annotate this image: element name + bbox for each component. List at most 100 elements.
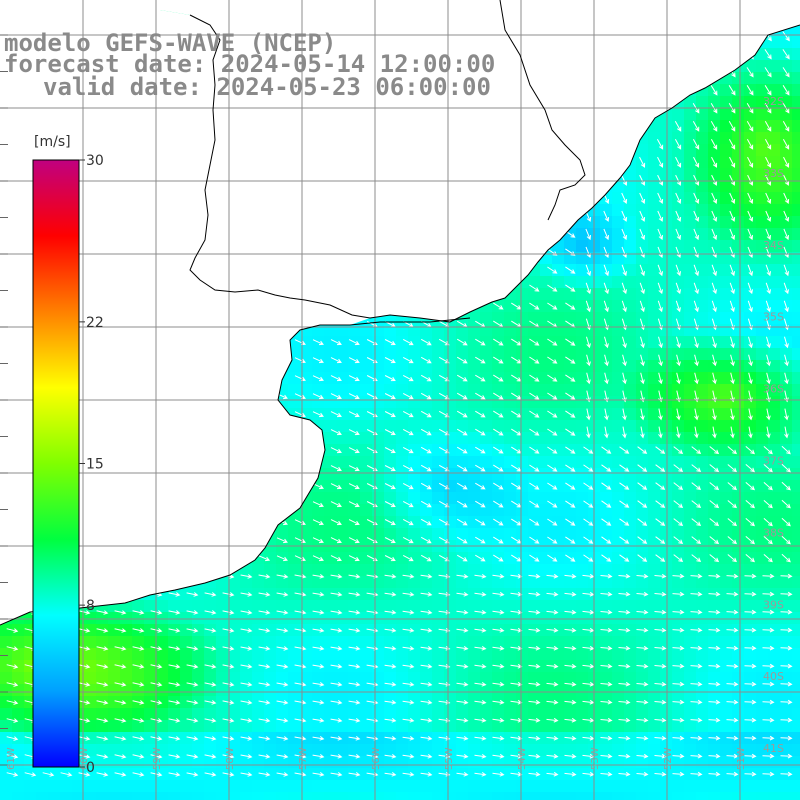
wind-arrow [456,338,468,346]
wind-arrow [600,699,613,705]
wind-arrow [583,500,594,508]
wind-arrow [565,392,576,400]
wind-arrow [708,645,721,651]
wind-arrow [547,374,558,382]
wind-arrow [564,717,577,723]
wind-arrow [709,464,720,473]
wind-arrow [780,645,793,651]
wind-arrow [294,700,307,705]
wind-arrow [692,138,700,150]
wind-arrow [711,300,717,313]
wind-arrow [691,536,702,545]
wind-arrow [694,354,699,367]
wind-arrow [114,664,127,669]
wind-arrow [673,536,684,545]
wind-arrow [222,700,235,705]
wind-arrow [693,156,700,168]
wind-arrow [78,664,91,669]
wind-arrow [456,482,468,490]
wind-arrow [745,500,755,509]
wind-arrow [456,645,469,651]
wind-arrow [780,573,793,579]
wind-arrow [528,699,541,705]
wind-arrow [640,372,645,385]
wind-arrow [603,282,609,295]
wind-arrow [186,718,199,723]
wind-arrow [676,408,681,421]
wind-arrow [673,464,684,473]
lon-label: 58W [225,747,236,770]
wind-arrow [618,681,631,687]
wind-arrow [672,573,685,579]
wind-arrow [712,408,717,421]
wind-arrow [348,682,361,687]
wind-arrow [673,482,684,491]
wind-arrow [619,536,630,544]
wind-arrow [492,645,505,651]
wind-arrow [6,700,19,705]
wind-arrow [312,555,324,562]
wind-arrow [312,682,325,687]
wind-arrow [547,482,558,490]
wind-arrow [637,464,648,472]
wind-arrow [456,374,468,382]
wind-arrow [529,518,540,526]
wind-arrow [673,518,684,527]
wind-arrow [765,228,771,241]
wind-arrow [729,300,735,313]
wind-arrow [528,627,541,633]
wind-arrow [654,717,667,723]
wind-arrow [564,663,577,669]
wind-arrow [240,718,253,723]
wind-arrow [420,718,433,723]
wind-arrow [729,192,736,204]
wind-arrow [312,357,324,364]
wind-arrow [636,753,649,759]
wind-arrow [586,408,591,421]
wind-arrow [565,446,576,454]
wind-arrow [784,408,789,421]
wind-arrow [780,717,793,723]
wind-arrow [762,735,775,741]
wind-arrow [348,375,360,382]
wind-arrow [168,682,181,687]
wind-arrow [456,609,469,615]
wind-arrow [492,573,505,579]
wind-arrow [762,591,775,597]
wind-arrow [748,354,753,367]
wind-arrow [204,682,217,687]
wind-arrow [728,120,736,132]
wind-arrow [583,464,594,472]
wind-arrow [746,120,754,132]
wind-arrow [708,591,721,597]
wind-arrow [222,718,235,723]
wind-arrow [726,591,739,597]
wind-arrow [726,681,739,687]
wind-arrow [708,681,721,687]
wind-arrow [492,627,505,633]
wind-arrow [474,627,487,633]
wind-arrow [475,392,486,400]
wind-arrow [711,282,717,295]
wind-arrow [600,681,613,687]
wind-arrow [708,735,721,741]
lon-label: 54W [517,747,528,770]
wind-arrow [726,735,739,741]
wind-arrow [420,428,432,436]
wind-arrow [168,664,181,669]
wind-arrow [474,771,487,777]
wind-arrow [729,174,736,186]
wind-arrow [204,754,217,759]
wind-arrow [564,753,577,759]
wind-arrow [294,718,307,723]
wind-arrow [493,338,504,346]
wind-arrow [547,338,558,346]
wind-arrow [766,408,771,421]
wind-arrow [547,392,558,400]
wind-arrow [258,682,271,687]
wind-arrow [639,174,646,186]
wind-arrow [783,174,790,186]
wind-arrow [618,591,631,597]
wind-arrow [763,446,773,455]
wind-arrow [294,646,307,651]
